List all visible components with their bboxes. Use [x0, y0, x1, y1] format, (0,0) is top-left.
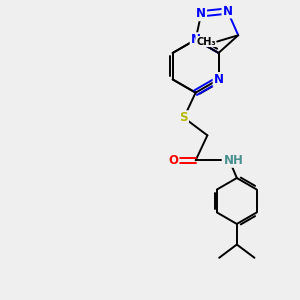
- Text: S: S: [180, 111, 188, 124]
- Text: N: N: [196, 7, 206, 20]
- Text: N: N: [223, 4, 232, 17]
- Text: NH: NH: [224, 154, 244, 167]
- Text: N: N: [214, 73, 224, 86]
- Text: CH₃: CH₃: [196, 37, 216, 46]
- Text: N: N: [190, 33, 201, 46]
- Text: O: O: [169, 154, 178, 167]
